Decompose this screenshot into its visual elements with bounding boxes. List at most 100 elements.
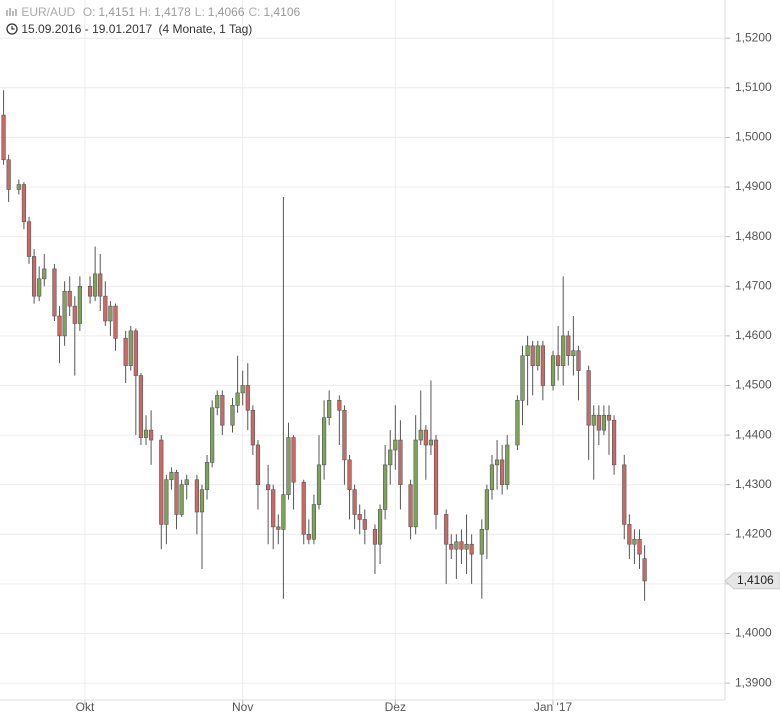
candle-body bbox=[108, 305, 113, 322]
candle-body bbox=[87, 285, 93, 297]
y-tick-label: 1,5200 bbox=[735, 30, 772, 44]
candle-body bbox=[291, 437, 296, 483]
candle-body bbox=[550, 355, 556, 386]
candle-body bbox=[169, 471, 174, 481]
candle-body bbox=[235, 392, 240, 406]
candle-body bbox=[133, 330, 138, 376]
candle-body bbox=[398, 439, 403, 485]
candle-body bbox=[561, 335, 566, 366]
candle-body bbox=[393, 439, 398, 451]
quote-row: EUR/AUD O: 1,4151 H: 1,4178 L: 1,4066 C: 1,4106 bbox=[6, 4, 300, 21]
candle-body bbox=[230, 405, 235, 426]
candle-body bbox=[520, 355, 525, 401]
last-price-label: 1,4106 bbox=[737, 573, 774, 587]
candle-body bbox=[383, 464, 388, 510]
candle-body bbox=[67, 290, 72, 307]
candle-body bbox=[632, 538, 637, 545]
candle-body bbox=[449, 543, 454, 550]
candle-body bbox=[194, 479, 199, 513]
y-tick-label: 1,4400 bbox=[735, 427, 772, 441]
chart-header: EUR/AUD O: 1,4151 H: 1,4178 L: 1,4066 C: 1,4106… bbox=[6, 4, 300, 38]
candle-body bbox=[627, 524, 632, 545]
y-tick-label: 1,4800 bbox=[735, 229, 772, 243]
candle-body bbox=[184, 479, 189, 485]
y-tick-label: 1,3900 bbox=[735, 675, 772, 689]
candle-body bbox=[240, 385, 245, 394]
ohlc-summary: O: 1,4151 H: 1,4178 L: 1,4066 C: 1,4106 bbox=[79, 5, 301, 19]
candle-body bbox=[479, 529, 484, 555]
candle-body bbox=[210, 407, 215, 463]
candle-body bbox=[138, 375, 144, 438]
candle-body bbox=[271, 489, 276, 528]
candle-body bbox=[57, 315, 62, 337]
candle-body bbox=[413, 439, 418, 528]
candle-body bbox=[601, 414, 607, 431]
y-tick-label: 1,4900 bbox=[735, 179, 772, 193]
candle-body bbox=[500, 459, 505, 485]
candle-body bbox=[515, 400, 520, 446]
candle-body bbox=[342, 409, 347, 461]
candle-body bbox=[16, 184, 21, 190]
candle-body bbox=[128, 330, 133, 366]
candle-body bbox=[444, 514, 449, 545]
candle-body bbox=[72, 305, 77, 324]
candle-body bbox=[6, 159, 11, 190]
x-tick-label: Nov bbox=[232, 700, 253, 714]
candle-body bbox=[591, 414, 596, 426]
candle-body bbox=[266, 484, 271, 490]
candle-body bbox=[311, 504, 317, 540]
date-range: 15.09.2016 - 19.01.2017 bbox=[21, 22, 153, 36]
chart-icon bbox=[6, 8, 17, 16]
candle-body bbox=[362, 519, 367, 530]
candle-body bbox=[1, 114, 6, 161]
candle-body bbox=[52, 268, 57, 317]
y-tick-label: 1,5100 bbox=[735, 80, 772, 94]
candle-body bbox=[540, 345, 545, 386]
candle-body bbox=[388, 449, 393, 466]
candle-body bbox=[586, 370, 591, 426]
candle-body bbox=[408, 484, 413, 528]
symbol: EUR/AUD bbox=[21, 5, 76, 19]
candle-body bbox=[433, 439, 439, 515]
candle-body bbox=[321, 417, 327, 466]
candle-body bbox=[93, 273, 98, 297]
candle-body bbox=[276, 526, 281, 530]
candle-body bbox=[347, 459, 352, 490]
summary-value: 1,4106 bbox=[263, 5, 301, 19]
summary-value: 1,4151 bbox=[98, 5, 136, 19]
candle-body bbox=[143, 429, 149, 438]
range-row: 15.09.2016 - 19.01.2017 (4 Monate, 1 Tag… bbox=[6, 21, 300, 38]
candle-body bbox=[377, 509, 383, 545]
y-tick-label: 1,4300 bbox=[735, 477, 772, 491]
candle-body bbox=[174, 471, 179, 515]
candle-body bbox=[611, 419, 617, 466]
candle-body bbox=[642, 558, 647, 582]
candle-body bbox=[316, 464, 322, 505]
candle-body bbox=[596, 414, 601, 431]
candle-body bbox=[250, 409, 255, 446]
candle-body bbox=[494, 459, 500, 466]
candle-body bbox=[149, 429, 154, 441]
candle-body bbox=[423, 429, 428, 446]
candle-body bbox=[31, 256, 37, 297]
candle-body bbox=[77, 285, 82, 324]
candle-body bbox=[103, 295, 108, 322]
candle-body bbox=[327, 400, 332, 419]
candle-body bbox=[418, 429, 423, 441]
candle-body bbox=[464, 543, 469, 550]
candle-body bbox=[469, 543, 474, 555]
summary-value: 1,4178 bbox=[154, 5, 191, 19]
candle-body bbox=[357, 514, 362, 520]
candle-body bbox=[164, 479, 169, 525]
candle-body bbox=[372, 529, 378, 545]
candle-body bbox=[505, 444, 510, 485]
candle-body bbox=[123, 338, 128, 366]
y-tick-label: 1,5000 bbox=[735, 130, 772, 144]
candle-body bbox=[556, 355, 561, 366]
candle-body bbox=[179, 484, 184, 515]
candle-body bbox=[98, 273, 103, 297]
y-tick-label: 1,4200 bbox=[735, 526, 772, 540]
summary-key: H: bbox=[139, 5, 152, 19]
